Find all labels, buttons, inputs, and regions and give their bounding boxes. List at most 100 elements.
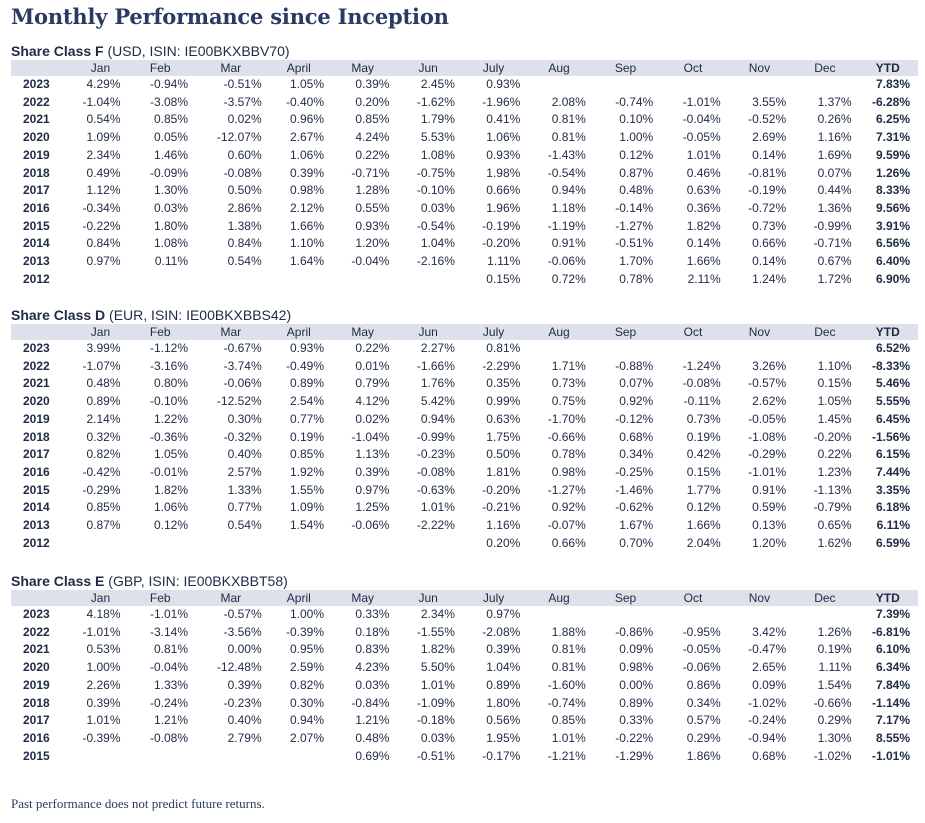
month-return-cell: -3.14% xyxy=(149,624,189,639)
month-return-cell xyxy=(526,76,591,94)
month-return-cell: 1.75% xyxy=(486,429,521,444)
month-return-cell: -1.13% xyxy=(813,482,852,497)
month-return-cell xyxy=(526,606,591,624)
table-row: 2013 0.87% 0.12% 0.54% 1.54% -0.06% -2.22% 1.16… xyxy=(11,517,918,535)
month-return-cell: 0.33% xyxy=(355,607,390,621)
month-return-cell: -0.39% xyxy=(82,730,121,745)
year-cell: 2023 xyxy=(23,607,50,621)
month-return-cell: -0.52% xyxy=(748,112,787,127)
month-return-cell: 0.19% xyxy=(817,642,852,657)
month-return-cell: 0.15% xyxy=(686,464,721,479)
month-return-cell: 4.23% xyxy=(355,660,390,675)
month-return-cell: -12.52% xyxy=(216,394,262,409)
month-return-cell xyxy=(330,535,395,553)
month-return-cell: 0.55% xyxy=(355,200,390,215)
year-cell: 2021 xyxy=(23,376,50,391)
month-return-cell: 0.05% xyxy=(153,130,189,145)
table-row: 2020 0.89% -0.10% -12.52% 2.54% 4.12% 5.42% 0.9… xyxy=(11,393,918,411)
table-row: 2013 0.97% 0.11% 0.54% 1.64% -0.04% -2.16% 1.11… xyxy=(11,253,918,271)
month-return-cell: 1.79% xyxy=(420,112,455,127)
month-return-cell xyxy=(194,748,268,766)
ytd-cell: 9.56% xyxy=(875,200,910,215)
month-return-cell: -1.02% xyxy=(813,748,852,763)
month-return-cell: 0.85% xyxy=(153,112,189,127)
month-return-cell: 0.14% xyxy=(686,236,721,251)
month-return-cell: -3.56% xyxy=(223,624,262,639)
month-return-cell: 0.94% xyxy=(289,713,324,728)
month-return-cell: 1.71% xyxy=(551,358,586,373)
share-class-f-section: Share Class F (USD, ISIN: IE00BKXBBV70) J… xyxy=(11,43,918,288)
month-return-cell xyxy=(659,606,726,624)
month-return-cell: -0.94% xyxy=(748,730,787,745)
month-return-cell: -0.08% xyxy=(416,464,455,479)
header-ytd: YTD xyxy=(857,324,918,340)
month-return-cell: 0.73% xyxy=(551,376,586,391)
month-return-cell: 1.36% xyxy=(817,200,852,215)
month-return-cell: 1.21% xyxy=(153,713,189,728)
table-row: 2020 1.00% -0.04% -12.48% 2.59% 4.23% 5.50% 1.0… xyxy=(11,659,918,677)
month-return-cell: 0.54% xyxy=(227,254,262,269)
month-return-cell: 1.04% xyxy=(420,236,455,251)
month-return-cell: 0.81% xyxy=(551,130,586,145)
month-return-cell: -0.40% xyxy=(285,94,324,109)
month-return-cell: 0.22% xyxy=(355,147,390,162)
month-return-cell: 2.45% xyxy=(420,77,455,91)
year-cell: 2016 xyxy=(23,464,50,479)
month-return-cell: 1.38% xyxy=(227,218,262,233)
header-month: May xyxy=(330,590,396,606)
month-return-cell: 1.30% xyxy=(153,183,189,198)
month-return-cell: 1.16% xyxy=(486,518,521,533)
month-return-cell: -0.12% xyxy=(615,411,654,426)
month-return-cell: 0.19% xyxy=(289,429,324,444)
month-return-cell: 1.46% xyxy=(153,147,189,162)
month-return-cell: 0.40% xyxy=(227,713,262,728)
month-return-cell: 0.81% xyxy=(551,660,586,675)
header-blank xyxy=(11,324,75,340)
month-return-cell: 5.50% xyxy=(420,660,455,675)
month-return-cell: -1.07% xyxy=(82,358,121,373)
month-return-cell: 1.26% xyxy=(817,624,852,639)
table-row: 2015 -0.22% 1.80% 1.38% 1.66% 0.93% -0.54% -0.1… xyxy=(11,218,918,236)
header-month: May xyxy=(330,60,396,76)
month-return-cell xyxy=(268,271,330,289)
month-return-cell: 0.02% xyxy=(355,411,390,426)
month-return-cell: -0.08% xyxy=(149,730,189,745)
month-return-cell: -1.66% xyxy=(416,358,455,373)
year-cell: 2015 xyxy=(23,482,50,497)
month-return-cell: 0.97% xyxy=(86,254,121,269)
month-return-cell: 0.69% xyxy=(355,748,390,763)
month-return-cell: 0.93% xyxy=(486,147,521,162)
header-month: Oct xyxy=(659,60,727,76)
month-return-cell: 0.12% xyxy=(619,147,654,162)
header-month: Mar xyxy=(194,324,268,340)
month-return-cell: 0.32% xyxy=(86,429,121,444)
month-return-cell: -1.96% xyxy=(482,94,521,109)
month-return-cell: 0.11% xyxy=(154,254,189,269)
month-return-cell xyxy=(727,76,792,94)
month-return-cell: 0.03% xyxy=(153,200,189,215)
month-return-cell: -0.08% xyxy=(223,165,262,180)
header-blank xyxy=(11,60,75,76)
table-row: 2018 0.32% -0.36% -0.32% 0.19% -1.04% -0.99% 1.… xyxy=(11,429,918,447)
month-return-cell: 0.81% xyxy=(153,642,189,657)
month-return-cell: 0.15% xyxy=(817,376,852,391)
header-month: July xyxy=(460,324,527,340)
ytd-cell: 1.26% xyxy=(875,165,910,180)
month-return-cell: -0.51% xyxy=(223,77,262,91)
header-month: April xyxy=(267,324,330,340)
month-return-cell: 0.92% xyxy=(551,500,586,515)
month-return-cell: 0.34% xyxy=(619,447,654,462)
month-return-cell: 0.33% xyxy=(619,713,654,728)
table-row: 2014 0.85% 1.06% 0.77% 1.09% 1.25% 1.01% -0.21%… xyxy=(11,499,918,517)
month-return-cell: 1.00% xyxy=(86,660,121,675)
header-month: Jan xyxy=(74,324,127,340)
month-return-cell xyxy=(727,340,792,358)
ytd-cell: 6.18% xyxy=(875,500,910,515)
ytd-cell: 7.39% xyxy=(875,607,910,621)
month-return-cell: 1.72% xyxy=(817,271,852,286)
month-return-cell: -0.05% xyxy=(682,642,721,657)
ytd-cell: 7.84% xyxy=(875,677,910,692)
month-return-cell: 0.57% xyxy=(686,713,721,728)
month-return-cell: 1.16% xyxy=(817,130,852,145)
year-cell: 2016 xyxy=(23,200,50,215)
